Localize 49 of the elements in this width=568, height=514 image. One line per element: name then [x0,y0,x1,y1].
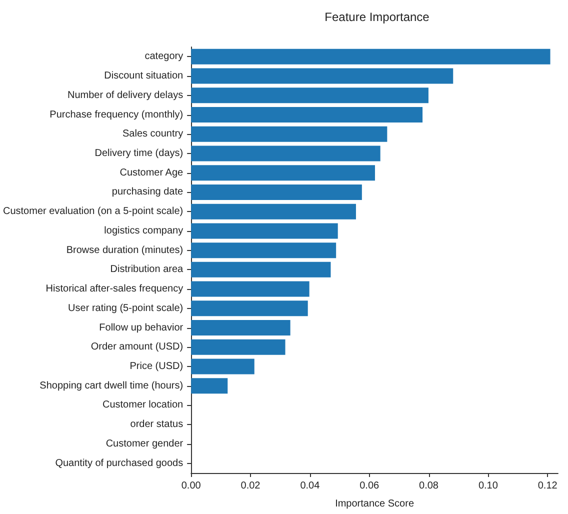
bar [191,107,423,123]
bar [191,184,362,200]
bar [191,262,331,278]
y-tick-label: User rating (5-point scale) [68,302,184,314]
bar [191,126,388,142]
y-tick-label: Browse duration (minutes) [66,244,184,256]
y-tick-label: Customer evaluation (on a 5-point scale) [3,206,184,218]
bar [191,281,310,297]
y-tick-label: logistics company [104,225,184,236]
bar [191,300,308,316]
y-tick-label: Customer location [102,400,184,411]
bar [191,378,228,394]
y-tick-label: Price (USD) [130,361,184,372]
y-tick-label: Delivery time (days) [94,148,184,159]
y-tick-label: Shopping cart dwell time (hours) [40,380,184,392]
x-tick-label: 0.02 [240,480,261,492]
y-tick-label: Purchase frequency (monthly) [50,109,184,120]
x-tick-label: 0.12 [538,480,558,492]
chart-title: Feature Importance [324,10,430,24]
y-tick-label: Number of delivery delays [67,90,184,101]
bar [191,339,286,355]
y-tick-label: Sales country [122,128,184,140]
bar [191,165,375,181]
y-tick-label: Distribution area [110,264,184,276]
y-tick-label: Historical after-sales frequency [46,284,184,295]
bar [191,358,254,374]
x-tick-label: 0.06 [360,480,380,492]
y-tick-label: Quantity of purchased goods [55,458,184,469]
bar [191,223,338,239]
x-tick-label: 0.00 [181,480,202,492]
y-tick-label: Customer Age [120,167,184,178]
y-tick-label: Follow up behavior [99,322,184,334]
y-tick-label: purchasing date [112,186,184,198]
y-tick-label: Discount situation [104,70,184,82]
bar [191,242,336,258]
y-tick-label: category [144,51,184,62]
y-tick-label: Order amount (USD) [90,342,184,353]
y-tick-label: order status [130,419,184,430]
x-tick-label: 0.10 [478,480,498,492]
y-tick-label: Customer gender [106,438,184,450]
bar [191,146,380,162]
bar [191,204,356,220]
bar [191,88,428,104]
bar [191,320,290,336]
x-tick-label: 0.04 [300,480,320,492]
bar [191,48,550,64]
x-tick-label: 0.08 [419,480,439,492]
bar [191,68,454,84]
x-axis-title: Importance Score [335,498,414,510]
